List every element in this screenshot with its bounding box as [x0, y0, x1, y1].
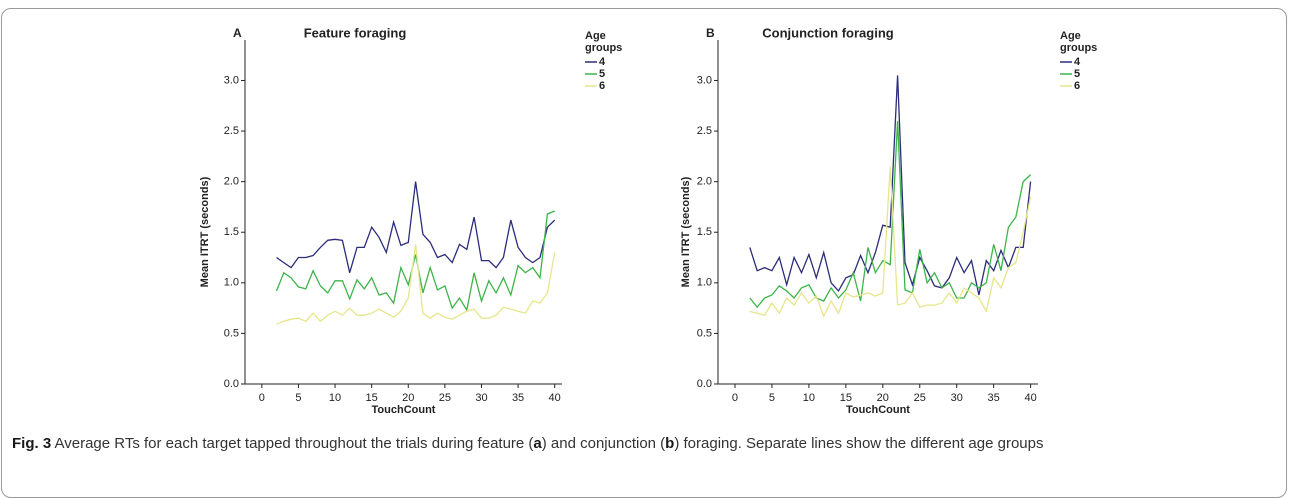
legend-title: Age groups [1060, 30, 1098, 54]
caption-text: a [533, 435, 542, 452]
x-tick-label: 20 [877, 392, 889, 404]
caption-text: ) foraging. Separate lines show the diff… [674, 435, 1044, 452]
x-tick-label: 20 [402, 392, 414, 404]
legend-label: 5 [1074, 68, 1080, 80]
caption-text: Average RTs for each target tapped throu… [51, 435, 534, 452]
y-tick-label: 2.0 [224, 176, 239, 188]
x-tick-label: 40 [549, 392, 561, 404]
series-line [276, 181, 556, 273]
series-line [276, 244, 556, 325]
y-tick-label: 0.5 [224, 327, 239, 339]
x-tick-label: 15 [366, 392, 378, 404]
legend-title: Age groups [585, 30, 623, 54]
y-tick-label: 1.0 [224, 277, 239, 289]
figure: 0.00.51.01.52.02.53.00 5 10 15 20 25 30 35 40Tou… [199, 25, 1081, 416]
series-line [749, 75, 1032, 296]
caption-text: ) and conjunction ( [541, 435, 666, 452]
x-tick-label: 25 [914, 392, 926, 404]
x-axis-label: TouchCount [372, 404, 436, 416]
x-tick-label: 15 [840, 392, 852, 404]
chart-title: Feature foraging [304, 25, 407, 40]
x-tick-label: 5 [769, 392, 775, 404]
y-tick-label: 0.5 [697, 327, 712, 339]
x-tick-label: 0 [259, 392, 265, 404]
legend-label: 4 [599, 56, 606, 68]
series-line [275, 210, 555, 312]
caption: Fig. 3 Average RTs for each target tappe… [12, 433, 1277, 455]
x-tick-label: 10 [803, 392, 815, 404]
y-tick-label: 2.5 [697, 125, 712, 137]
x-tick-label: 25 [439, 392, 451, 404]
x-tick-label: 30 [475, 392, 487, 404]
y-tick-label: 2.0 [697, 176, 712, 188]
x-tick-label: 30 [951, 392, 963, 404]
caption-text: b [665, 435, 675, 452]
panel-label: A [233, 26, 242, 40]
y-tick-label: 3.0 [697, 74, 712, 86]
x-tick-label: 40 [1024, 392, 1036, 404]
x-tick-label: 10 [329, 392, 341, 404]
x-axis-label: TouchCount [846, 404, 910, 416]
y-axis-label: Mean ITRT (seconds) [199, 176, 211, 287]
x-tick-label: 35 [512, 392, 524, 404]
y-tick-label: 1.0 [697, 277, 712, 289]
y-axis-label: Mean ITRT (seconds) [680, 176, 692, 287]
x-tick-label: 0 [732, 392, 738, 404]
y-tick-label: 1.5 [697, 226, 712, 238]
series-line [749, 166, 1032, 318]
x-tick-label: 5 [295, 392, 301, 404]
y-tick-label: 1.5 [224, 226, 239, 238]
y-tick-label: 3.0 [224, 74, 239, 86]
x-tick-label: 35 [988, 392, 1000, 404]
y-tick-label: 0.0 [697, 378, 712, 390]
legend-label: 6 [1074, 80, 1080, 92]
page: {"chart_data": [ {"type": "line", "panel… [1, 8, 1287, 498]
chart-title: Conjunction foraging [762, 25, 893, 40]
y-tick-label: 0.0 [224, 378, 239, 390]
y-tick-label: 2.5 [224, 125, 239, 137]
caption-label: Fig. 3 [12, 435, 52, 452]
legend-label: 4 [1074, 56, 1081, 68]
legend-label: 6 [599, 80, 605, 92]
panel-label: B [706, 26, 715, 40]
legend-label: 5 [599, 68, 605, 80]
series-line [749, 120, 1032, 309]
